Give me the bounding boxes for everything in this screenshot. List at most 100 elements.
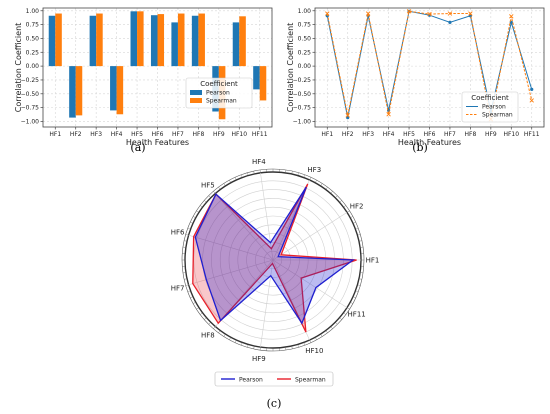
axes-a: 1.00 0.75 0.50 0.25 0.00 −0.25 −0.50 −0.75 −1.00… (21, 7, 273, 138)
x-tick-label-b: HF11 (524, 131, 540, 138)
point-spearman-hf4 (386, 112, 391, 117)
radar-tick-mark (196, 210, 199, 213)
bar-spearman-hf1 (55, 13, 62, 67)
y-tick-label-a: −0.25 (21, 77, 40, 84)
radar-tick-mark (356, 228, 359, 230)
radar-axis-label-hf8: HF8 (201, 332, 215, 340)
bar-spearman-hf8 (198, 13, 205, 67)
radar-tick-mark (241, 343, 243, 346)
bar-pearson-hf5 (130, 11, 138, 67)
bar-pearson-hf1 (48, 15, 56, 67)
legend-swatch-spearman (190, 98, 202, 103)
radar-tick-mark (330, 326, 333, 329)
radar-tick-mark (350, 302, 353, 304)
radar-tick-mark (204, 200, 207, 203)
radar-tick-mark (241, 174, 243, 177)
point-spearman-hf5 (406, 9, 412, 14)
radar-axis-label-hf5: HF5 (201, 181, 215, 189)
radar-tick-mark (196, 307, 199, 310)
x-tick-label-b: HF9 (485, 131, 497, 138)
legend-c: Pearson Spearman (214, 371, 334, 387)
x-tick-label-b: HF10 (503, 131, 519, 138)
radar-tick-mark (190, 296, 193, 298)
bar-spearman-hf10 (239, 16, 246, 67)
bar-pearson-hf8 (191, 15, 199, 67)
radar-spoke (188, 259, 274, 286)
radar-tick-mark (309, 340, 311, 343)
radar-tick-mark (223, 334, 226, 337)
radar-tick-mark (347, 210, 350, 213)
point-spearman-hf11 (529, 98, 534, 103)
panel-label-a: (a) (130, 141, 145, 154)
x-tick-label-b: HF4 (383, 131, 395, 138)
y-tick-label-a: 0.75 (26, 22, 40, 29)
radar-tick-mark (358, 234, 361, 236)
legend-label-spearman-c: Spearman (295, 377, 326, 384)
radar-tick-mark (353, 296, 356, 298)
bar-spearman-hf5 (137, 11, 144, 67)
bar-pearson-hf10 (232, 22, 240, 67)
radar-chart-panel: HF1 HF2 HF3 HF4 HF5 HF6 HF7 HF8 HF9 HF10 HF11 Pear… (171, 158, 380, 410)
point-spearman-hf8 (468, 11, 473, 16)
y-tick-label-a: 0.50 (26, 35, 40, 42)
bar-spearman-hf4 (116, 66, 124, 115)
radar-axis-label-hf6: HF6 (171, 228, 185, 236)
x-tick-label-a: HF1 (49, 131, 61, 138)
point-pearson-hf7 (448, 20, 452, 24)
radar-tick-mark (315, 337, 317, 340)
radar-tick-mark (187, 228, 190, 230)
radar-tick-mark (335, 195, 338, 198)
x-tick-label-b: HF1 (321, 131, 333, 138)
radar-axis-label-hf9: HF9 (252, 355, 266, 363)
y-axis-label-a: Correlation Coefficient (14, 23, 23, 113)
radar-tick-mark (303, 174, 305, 177)
y-tick-label-a: 1.00 (26, 8, 40, 15)
point-spearman-hf1 (325, 11, 330, 16)
radar-tick-mark (356, 290, 359, 292)
radar-tick-mark (193, 216, 196, 218)
lines-b (325, 9, 534, 122)
bar-spearman-hf2 (75, 66, 83, 116)
x-tick-label-a: HF11 (252, 131, 268, 138)
y-tick-label-a: 0.00 (26, 63, 40, 70)
legend-box-c (214, 371, 334, 387)
radar-tick-mark (315, 180, 317, 183)
radar-tick-mark (247, 172, 249, 175)
x-tick-label-b: HF7 (444, 131, 456, 138)
legend-label-pearson-c: Pearson (239, 377, 263, 384)
bar-pearson-hf3 (89, 15, 97, 67)
y-axis-label-b: Correlation Coefficient (286, 23, 295, 113)
radar-tick-mark (347, 307, 350, 310)
axes-b: 1.00 0.75 0.50 0.25 0.00 −0.25 −0.50 −0.75 −1.00… (293, 7, 545, 138)
x-tick-label-a: HF5 (131, 131, 143, 138)
bar-pearson-hf7 (171, 22, 178, 67)
line-chart-panel: 1.00 0.75 0.50 0.25 0.00 −0.25 −0.50 −0.75 −1.00… (286, 7, 545, 154)
radar-spoke (188, 234, 274, 261)
panel-label-c: (c) (267, 397, 282, 410)
x-tick-label-b: HF5 (403, 131, 415, 138)
radar-tick-mark (309, 177, 311, 180)
radar-axis-label-hf7: HF7 (171, 285, 185, 293)
bar-pearson-hf11 (253, 66, 260, 90)
x-tick-label-b: HF8 (465, 131, 477, 138)
y-tick-label-b: −0.25 (293, 77, 312, 84)
radar-axis-label-hf10: HF10 (305, 347, 323, 355)
y-tick-label-a: −0.75 (21, 105, 40, 112)
point-spearman-hf2 (345, 113, 350, 118)
radar-axis-label-hf11: HF11 (348, 310, 366, 318)
radar-tick-mark (213, 191, 216, 194)
radar-axis-label-hf3: HF3 (307, 166, 321, 174)
radar-tick-mark (350, 216, 353, 218)
radar-tick-mark (204, 317, 207, 320)
y-tick-label-b: 1.00 (298, 8, 312, 15)
radar-tick-mark (335, 322, 338, 325)
y-tick-label-b: 0.75 (298, 22, 312, 29)
radar-tick-mark (208, 322, 211, 325)
radar-tick-mark (339, 317, 342, 320)
radar-tick-mark (235, 340, 237, 343)
bars-a (48, 11, 267, 120)
point-pearson-hf11 (530, 87, 534, 91)
point-spearman-hf7 (447, 11, 453, 16)
